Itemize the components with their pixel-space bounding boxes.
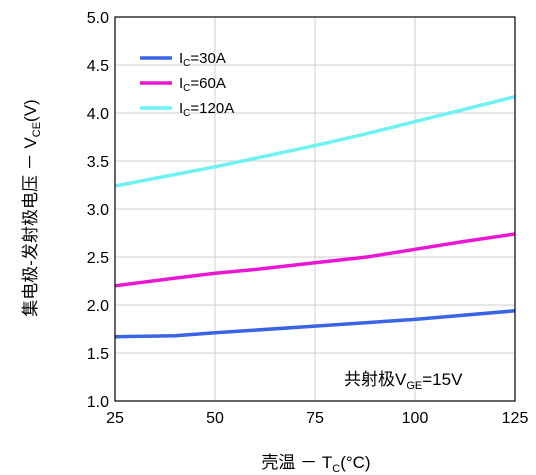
y-tick-label: 3.5 (87, 154, 109, 171)
series-line-1 (114, 309, 516, 339)
x-axis-label: 壳温 － TC(°C) (261, 453, 370, 475)
x-tick-label: 25 (106, 410, 124, 427)
legend-label-2: IC=60A (179, 75, 226, 94)
x-tick-label: 125 (502, 410, 529, 427)
legend-label-3: IC=120A (179, 100, 234, 119)
y-tick-label: 5.0 (87, 10, 109, 27)
y-tick-label: 1.0 (87, 394, 109, 411)
y-tick-label: 1.5 (87, 346, 109, 363)
annotation: 共射极VGE=15V (344, 370, 463, 392)
grid (114, 16, 516, 402)
y-tick-label: 4.5 (87, 58, 109, 75)
y-axis-label: 集电极-发射极电压 － VCE(V) (21, 99, 43, 316)
y-tick-label: 3.0 (87, 202, 109, 219)
x-tick-label: 100 (402, 410, 429, 427)
series-line-3 (114, 95, 516, 188)
legend-label-1: IC=30A (179, 50, 226, 69)
series-lines (114, 95, 516, 339)
series-line-2 (114, 232, 516, 288)
x-tick-label: 50 (206, 410, 224, 427)
plot-frame (114, 16, 516, 402)
tick-labels: 1.0 1.5 2.0 2.5 3.0 3.5 4.0 4.5 5.0 25 50 75 100 125 (87, 10, 529, 427)
y-tick-label: 2.5 (87, 250, 109, 267)
y-tick-label: 2.0 (87, 298, 109, 315)
x-tick-label: 75 (306, 410, 324, 427)
y-tick-label: 4.0 (87, 106, 109, 123)
legend: IC=30A IC=60A IC=120A (140, 50, 234, 119)
